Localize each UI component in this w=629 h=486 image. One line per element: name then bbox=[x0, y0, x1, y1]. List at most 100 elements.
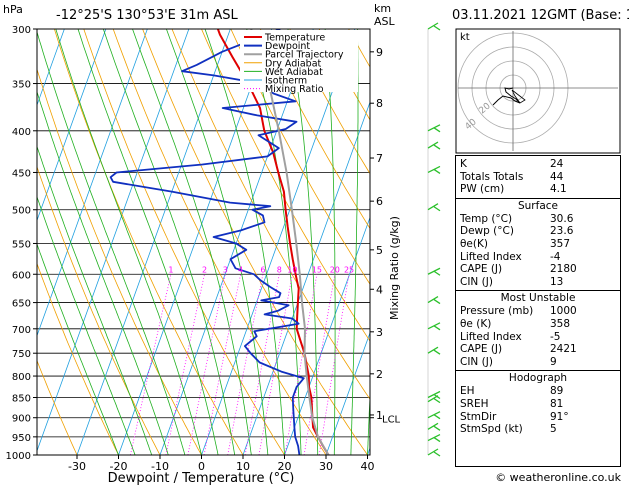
y-tick-label: 600 bbox=[12, 270, 31, 281]
dry-adiabat bbox=[259, 29, 370, 230]
index-label: CIN (J) bbox=[460, 355, 493, 368]
wind-barb-flag bbox=[433, 425, 441, 431]
index-value: -4 bbox=[550, 250, 561, 263]
index-value: 358 bbox=[550, 317, 571, 330]
index-value: 13 bbox=[550, 275, 564, 288]
x-axis-label: Dewpoint / Temperature (°C) bbox=[108, 471, 295, 486]
y-tick-label: 550 bbox=[12, 239, 31, 250]
section-title: Surface bbox=[517, 199, 558, 212]
hpa-unit: hPa bbox=[3, 3, 23, 16]
index-row: Pressure (mb) 1000 bbox=[456, 305, 620, 318]
wind-barb bbox=[427, 422, 439, 430]
hodograph-section: Hodograph EH 89 SREH 81 StmDir 91° StmSpd (… bbox=[456, 370, 620, 435]
dry-adiabat bbox=[37, 67, 202, 455]
mixing-ratio-line bbox=[165, 274, 205, 455]
plot-frame bbox=[36, 28, 371, 456]
x-tick-label: 40 bbox=[361, 460, 375, 473]
legend-label: Parcel Trajectory bbox=[265, 50, 344, 61]
index-row: K 24 bbox=[456, 158, 620, 171]
mixing-ratio-labels: 1 2 3 4 6 8 10 15 20 25 bbox=[168, 265, 354, 274]
index-value: 2180 bbox=[550, 263, 577, 276]
index-value: -5 bbox=[550, 330, 561, 343]
wet-adiabat bbox=[37, 145, 153, 455]
index-value: 2421 bbox=[550, 343, 577, 356]
index-value: 23.6 bbox=[550, 225, 574, 238]
mixing-ratio-line bbox=[244, 274, 280, 455]
hodograph-frame bbox=[455, 28, 621, 154]
dry-adiabat bbox=[54, 29, 244, 455]
background-lines bbox=[37, 29, 370, 455]
index-label: Temp (°C) bbox=[460, 212, 513, 225]
indices-panel: K 24 Totals Totals 44 PW (cm) 4.1 Surface T… bbox=[455, 155, 621, 467]
index-label: CAPE (J) bbox=[460, 263, 503, 276]
mixing-ratio-line bbox=[203, 274, 241, 455]
wet-adiabat bbox=[324, 29, 336, 455]
index-row: CIN (J) 13 bbox=[456, 276, 620, 289]
mixing-ratio-axis-label: Mixing Ratio (g/kg) bbox=[388, 216, 401, 320]
y-tick-label: 700 bbox=[12, 325, 31, 336]
index-row: Dewp (°C) 23.6 bbox=[456, 225, 620, 238]
asl-unit: ASL bbox=[374, 15, 396, 28]
isotherm-line bbox=[325, 331, 370, 455]
wind-barb bbox=[427, 296, 439, 304]
legend-label: Dewpoint bbox=[265, 41, 310, 52]
mixing-ratio-line bbox=[187, 274, 226, 455]
wet-adiabat bbox=[287, 29, 319, 455]
wet-adiabat bbox=[166, 29, 269, 455]
wind-barb-flag bbox=[433, 414, 441, 420]
mixing-ratio-label: 8 bbox=[277, 265, 282, 274]
dry-adiabat bbox=[37, 165, 161, 455]
legend-label: Wet Adiabat bbox=[265, 67, 323, 78]
index-value: 9 bbox=[550, 355, 557, 368]
index-label: K bbox=[460, 158, 467, 170]
km-tick-label: 3 bbox=[376, 326, 383, 339]
y-tick-label: 950 bbox=[12, 433, 31, 444]
wet-adiabat bbox=[37, 242, 119, 455]
wet-adiabat bbox=[102, 29, 236, 455]
index-row: PW (cm) 4.1 bbox=[456, 183, 620, 196]
y-tick-label: 450 bbox=[12, 168, 31, 179]
mixing-ratio-label: 2 bbox=[202, 265, 207, 274]
wind-barb bbox=[427, 448, 439, 456]
wind-barb-flag bbox=[433, 398, 441, 404]
index-label: Lifted Index bbox=[460, 330, 522, 343]
y-tick-label: 750 bbox=[12, 349, 31, 360]
mixing-ratio-label: 15 bbox=[312, 265, 322, 274]
hodograph-storm-motion bbox=[511, 89, 526, 104]
y-tick-label: 650 bbox=[12, 299, 31, 310]
index-value: 24 bbox=[550, 158, 564, 170]
index-row: Lifted Index -5 bbox=[456, 331, 620, 344]
wet-adiabat bbox=[367, 386, 370, 455]
isotherm-line bbox=[284, 216, 370, 455]
mixing-ratio-label: 20 bbox=[330, 265, 340, 274]
wind-barb bbox=[427, 141, 439, 149]
y-tick-label: 900 bbox=[12, 414, 31, 425]
dry-adiabat bbox=[171, 29, 370, 400]
km-tick-label: 8 bbox=[376, 97, 383, 110]
index-row: Totals Totals 44 bbox=[456, 171, 620, 184]
index-row: θe (K) 358 bbox=[456, 318, 620, 331]
x-tick-label: 20 bbox=[278, 460, 292, 473]
index-label: EH bbox=[460, 385, 475, 398]
km-tick-label: 4 bbox=[376, 283, 383, 296]
wind-barb-flag bbox=[433, 25, 441, 31]
y-tick-label: 800 bbox=[12, 372, 31, 383]
isotherm-line bbox=[37, 29, 190, 453]
location-title: -12°25'S 130°53'E 31m ASL bbox=[56, 8, 238, 23]
mixing-ratio-label: 3 bbox=[223, 265, 228, 274]
series-line bbox=[109, 29, 305, 455]
datetime-title: 03.11.2021 12GMT (Base: 12) bbox=[452, 8, 629, 23]
index-row: CIN (J) 9 bbox=[456, 356, 620, 369]
index-row: StmSpd (kt) 5 bbox=[456, 423, 620, 436]
index-label: PW (cm) bbox=[460, 183, 505, 196]
km-tick-label: 5 bbox=[376, 244, 383, 257]
km-tick-label: 7 bbox=[376, 152, 383, 165]
y-tick-label: 350 bbox=[12, 80, 31, 91]
wet-adiabat bbox=[350, 29, 359, 455]
wind-barb bbox=[427, 395, 439, 403]
isotherm-line bbox=[37, 29, 107, 222]
x-tick-label: 30 bbox=[319, 460, 333, 473]
wind-barb bbox=[427, 346, 439, 354]
credit-text: © weatheronline.co.uk bbox=[495, 471, 621, 484]
